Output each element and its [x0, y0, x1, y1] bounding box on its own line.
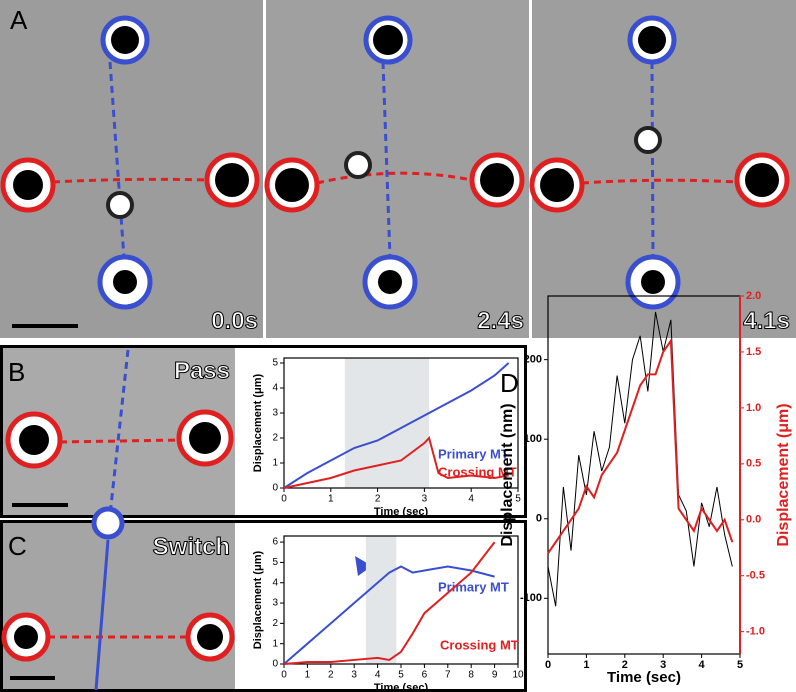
y2-tick-label: 2.0 [746, 290, 761, 302]
y2-tick-label: 0.0 [746, 514, 761, 526]
series-line [283, 436, 509, 489]
y-tick-label: 5 [272, 557, 278, 568]
y-tick-label: 0 [272, 483, 278, 494]
y-tick-label: -100 [520, 592, 542, 604]
panel-frame [0, 520, 527, 692]
y-tick-label: 3 [272, 598, 278, 609]
series-line [283, 362, 510, 489]
x-tick-label: 2 [375, 494, 381, 505]
series-label: Primary MT [438, 446, 509, 461]
x-tick-label: 2 [622, 659, 628, 671]
x-tick-label: 3 [351, 670, 357, 681]
y-tick-label: 2 [272, 433, 278, 444]
beads [1, 506, 235, 662]
track [59, 438, 181, 444]
y-tick-label: 1 [272, 458, 278, 469]
time-label: 2.4s [477, 307, 524, 334]
series-line [547, 337, 734, 554]
track [94, 539, 110, 691]
x-axis-label: Time (sec) [374, 682, 429, 692]
x-tick-label: 0 [545, 659, 551, 671]
y2-axis-label: Displacement (μm) [775, 403, 792, 546]
x-tick-label: 2 [328, 670, 334, 681]
x-axis-label: Time (sec) [607, 669, 681, 686]
series-label: Primary MT [438, 579, 509, 594]
panel-label: C [8, 531, 27, 561]
time-label: 4.1s [743, 307, 790, 334]
x-tick-label: 6 [422, 670, 428, 681]
caption: Pass [174, 357, 230, 384]
y-axis-label: Displacement (nm) [499, 403, 516, 546]
series-line [283, 541, 496, 665]
beads [5, 409, 234, 469]
y-tick-label: 1 [272, 638, 278, 649]
x-tick-label: 5 [737, 659, 743, 671]
crossing-bead [106, 191, 134, 219]
tracks [52, 61, 738, 259]
panel-label: D [500, 368, 519, 398]
x-tick-label: 5 [398, 670, 404, 681]
x-tick-label: 1 [305, 670, 311, 681]
x-tick-label: 0 [281, 494, 287, 505]
y2-tick-label: 1.0 [746, 402, 761, 414]
series-line [547, 311, 733, 607]
highlight-band [344, 358, 430, 488]
micrograph-row: A 0.0s 2.4s 4.1s [0, 0, 796, 338]
y-tick-label: 6 [272, 537, 278, 548]
plot-frame [283, 357, 519, 489]
x-tick-label: 9 [492, 670, 498, 681]
track [108, 349, 130, 516]
crossing-bead [344, 151, 372, 179]
y-tick-label: 2 [272, 618, 278, 629]
x-tick-label: 8 [468, 670, 474, 681]
highlight-band [365, 536, 397, 664]
y-axis-label: Displacement (μm) [252, 550, 264, 649]
x-tick-label: 0 [281, 670, 287, 681]
y-tick-label: 200 [524, 354, 542, 366]
panel-label: B [8, 357, 25, 387]
x-tick-label: 1 [328, 494, 334, 505]
x-tick-label: 4 [375, 670, 381, 681]
x-tick-label: 10 [512, 670, 524, 681]
y-tick-label: 100 [524, 433, 542, 445]
y-tick-label: 4 [272, 383, 278, 394]
crossing-bead [634, 126, 662, 154]
y2-tick-label: 1.5 [746, 346, 761, 358]
series-label: Crossing MT [438, 464, 517, 479]
series-line [283, 565, 495, 665]
x-tick-label: 4 [699, 659, 706, 671]
panel-label: A [10, 5, 28, 35]
y2-tick-label: 0.5 [746, 458, 761, 470]
x-tick-label: 1 [583, 659, 589, 671]
y-tick-label: 3 [272, 408, 278, 419]
x-tick-label: 3 [422, 494, 428, 505]
y-tick-label: 4 [272, 577, 278, 588]
time-label: 0.0s [211, 307, 258, 334]
caption: Switch [153, 533, 230, 560]
x-axis-label: Time (sec) [374, 506, 429, 518]
y2-tick-label: -1.0 [746, 626, 765, 638]
micrograph [3, 523, 235, 689]
arrowhead [355, 556, 372, 576]
y-tick-label: 5 [272, 358, 278, 369]
x-tick-label: 7 [445, 670, 451, 681]
y-axis-label: Displacement (μm) [252, 373, 264, 472]
y-tick-label: 0 [536, 513, 542, 525]
panel-frame [0, 345, 527, 518]
x-tick-label: 4 [468, 494, 474, 505]
series-label: Crossing MT [440, 637, 519, 652]
y2-tick-label: -0.5 [746, 570, 765, 582]
x-tick-label: 5 [515, 494, 521, 505]
x-tick-label: 3 [660, 659, 666, 671]
y-tick-label: 0 [272, 659, 278, 670]
